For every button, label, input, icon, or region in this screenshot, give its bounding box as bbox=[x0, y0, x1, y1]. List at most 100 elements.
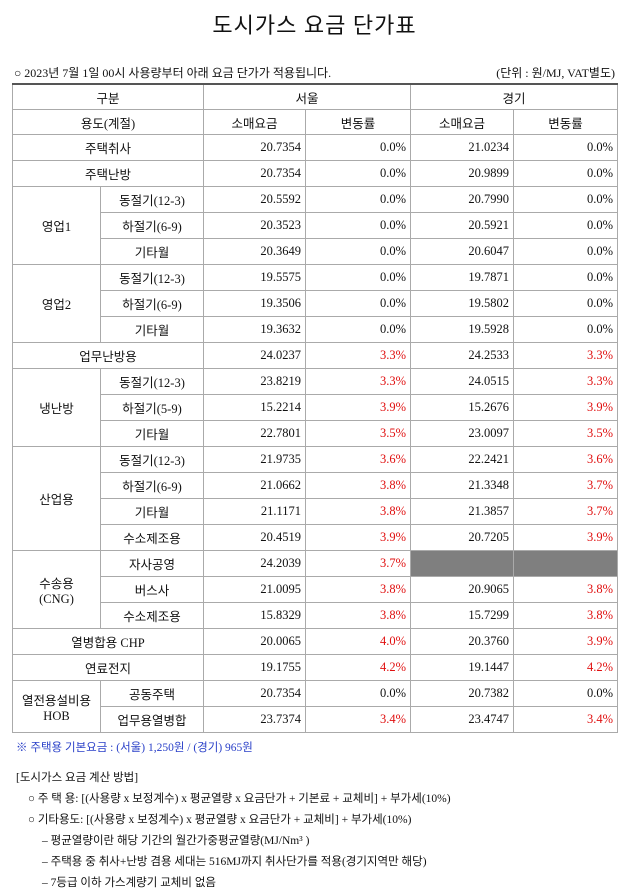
price-cell: 24.2039 bbox=[203, 550, 307, 577]
header-cell: 변동률 bbox=[305, 109, 412, 135]
rate-cell: 0.0% bbox=[513, 680, 619, 707]
footnote: ※ 주택용 기본요금 : (서울) 1,250원 / (경기) 965원 bbox=[16, 742, 253, 754]
data-row: 냉난방 동절기(12-3) 23.8219 3.3% 24.0515 3.3% bbox=[12, 368, 619, 447]
group-label-line: 수송용 bbox=[39, 576, 74, 591]
empty-cell bbox=[513, 550, 619, 577]
group-label-line: 영업2 bbox=[41, 298, 72, 312]
data-row: 하절기(5-9) 15.2214 3.9% 15.2676 3.9% bbox=[13, 394, 619, 421]
group-label-line: 영업1 bbox=[41, 220, 72, 234]
sub-label: 동절기(12-3) bbox=[99, 264, 205, 291]
group-label: 수송용 (CNG) bbox=[12, 550, 101, 629]
sub-label: 자사공영 bbox=[99, 550, 205, 577]
notice: ○ 2023년 7월 1일 00시 사용량부터 아래 요금 단가가 적용됩니다. bbox=[14, 66, 332, 80]
header-cell: 변동률 bbox=[513, 109, 619, 135]
data-row: 기타월 22.7801 3.5% 23.0097 3.5% bbox=[13, 420, 619, 447]
rate-cell: 0.0% bbox=[305, 316, 412, 343]
method-item: ○ 주 택 용: [(사용량 x 보정계수) x 평균열량 x 요금단가 + 기… bbox=[28, 793, 451, 805]
price-cell: 20.5592 bbox=[203, 186, 307, 213]
price-cell: 23.8219 bbox=[203, 368, 307, 395]
header-cell: 서울 bbox=[203, 83, 412, 110]
rate-cell: 0.0% bbox=[305, 186, 412, 213]
rate-cell: 3.9% bbox=[305, 394, 412, 421]
group-label: 주택취사 bbox=[11, 134, 205, 161]
rate-cell: 3.9% bbox=[513, 524, 619, 551]
price-cell: 23.0097 bbox=[410, 420, 515, 447]
group-label: 열병합용 CHP bbox=[11, 628, 205, 655]
data-row: 수송용 (CNG) 자사공영 24.2039 3.7% bbox=[12, 550, 619, 629]
rate-cell: 0.0% bbox=[305, 290, 412, 317]
price-cell: 15.2676 bbox=[410, 394, 515, 421]
price-cell: 20.7354 bbox=[203, 134, 307, 161]
data-row: 주택취사 20.7354 0.0% 21.0234 0.0% bbox=[11, 134, 619, 161]
header-cell: 구분 bbox=[11, 83, 205, 110]
data-row: 수소제조용 15.8329 3.8% 15.7299 3.8% bbox=[13, 602, 619, 629]
price-cell: 19.5802 bbox=[410, 290, 515, 317]
data-row: 기타월 19.3632 0.0% 19.5928 0.0% bbox=[13, 316, 619, 343]
price-cell: 20.5921 bbox=[410, 212, 515, 239]
group-label: 연료전지 bbox=[11, 654, 205, 681]
price-cell: 21.0234 bbox=[410, 134, 515, 161]
price-cell: 20.3523 bbox=[203, 212, 307, 239]
rate-cell: 3.3% bbox=[305, 342, 412, 369]
method-note: – 7등급 이하 가스계량기 교체비 없음 bbox=[42, 877, 216, 889]
sub-label: 공동주택 bbox=[99, 680, 205, 707]
rate-cell: 3.4% bbox=[305, 706, 412, 733]
header-row: 용도(계절) 소매요금 변동률 소매요금 변동률 bbox=[11, 109, 619, 135]
group-label: 업무난방용 bbox=[11, 342, 205, 369]
sub-label: 동절기(12-3) bbox=[99, 446, 205, 473]
rate-cell: 3.5% bbox=[305, 420, 412, 447]
data-row: 업무난방용 24.0237 3.3% 24.2533 3.3% bbox=[11, 342, 619, 369]
header-row: 구분 서울 경기 bbox=[11, 83, 619, 110]
sub-label: 동절기(12-3) bbox=[99, 186, 205, 213]
rate-cell: 3.3% bbox=[513, 342, 619, 369]
price-cell: 24.2533 bbox=[410, 342, 515, 369]
sub-label: 업무용열병합 bbox=[99, 706, 205, 733]
price-cell: 20.9065 bbox=[410, 576, 515, 603]
header-cell: 소매요금 bbox=[203, 109, 307, 135]
price-cell: 19.7871 bbox=[410, 264, 515, 291]
price-cell: 20.7382 bbox=[410, 680, 515, 707]
data-row: 버스사 21.0095 3.8% 20.9065 3.8% bbox=[13, 576, 619, 603]
rate-cell: 3.3% bbox=[513, 368, 619, 395]
data-row: 열전용설비용 HOB 공동주택 20.7354 0.0% 20.7382 0.0% bbox=[12, 680, 619, 733]
unit: (단위 : 원/MJ, VAT별도) bbox=[496, 66, 615, 80]
method-note: – 평균열량이란 해당 기간의 월간가중평균열량(MJ/Nm³ ) bbox=[42, 835, 310, 847]
price-cell: 21.1171 bbox=[203, 498, 307, 525]
data-row: 열병합용 CHP 20.0065 4.0% 20.3760 3.9% bbox=[11, 628, 619, 655]
rate-cell: 3.7% bbox=[513, 472, 619, 499]
group-label-line: 업무난방용 bbox=[79, 350, 137, 364]
data-row: 기타월 21.1171 3.8% 21.3857 3.7% bbox=[13, 498, 619, 525]
price-cell: 22.7801 bbox=[203, 420, 307, 447]
rate-cell: 3.5% bbox=[513, 420, 619, 447]
group-label: 주택난방 bbox=[11, 160, 205, 187]
group-label-line: 열전용설비용 bbox=[21, 693, 91, 708]
rate-cell: 3.9% bbox=[513, 394, 619, 421]
rate-cell: 3.6% bbox=[305, 446, 412, 473]
rate-cell: 0.0% bbox=[305, 212, 412, 239]
group-label: 냉난방 bbox=[12, 368, 101, 447]
data-row: 기타월 20.3649 0.0% 20.6047 0.0% bbox=[13, 238, 619, 265]
rate-cell: 0.0% bbox=[305, 680, 412, 707]
rate-cell: 3.8% bbox=[305, 498, 412, 525]
data-row: 하절기(6-9) 19.3506 0.0% 19.5802 0.0% bbox=[13, 290, 619, 317]
price-cell: 24.0515 bbox=[410, 368, 515, 395]
rate-cell: 0.0% bbox=[305, 238, 412, 265]
group-label-line: 주택취사 bbox=[85, 142, 132, 156]
group-label-line: 산업용 bbox=[39, 493, 74, 507]
group-label-line: 냉난방 bbox=[39, 402, 74, 416]
rate-cell: 4.2% bbox=[305, 654, 412, 681]
group-label: 영업1 bbox=[12, 186, 101, 265]
price-cell: 22.2421 bbox=[410, 446, 515, 473]
rate-cell: 3.7% bbox=[513, 498, 619, 525]
sub-label: 하절기(6-9) bbox=[99, 472, 205, 499]
price-cell: 20.3760 bbox=[410, 628, 515, 655]
rate-cell: 0.0% bbox=[513, 290, 619, 317]
method-item: ○ 기타용도: [(사용량 x 보정계수) x 평균열량 x 요금단가 + 교체… bbox=[28, 814, 412, 826]
price-cell: 21.0095 bbox=[203, 576, 307, 603]
method-note: – 주택용 중 취사+난방 겸용 세대는 516MJ까지 취사단가를 적용(경기… bbox=[42, 856, 427, 868]
rate-cell: 3.8% bbox=[305, 576, 412, 603]
sub-label: 하절기(6-9) bbox=[99, 212, 205, 239]
rate-cell: 3.9% bbox=[305, 524, 412, 551]
